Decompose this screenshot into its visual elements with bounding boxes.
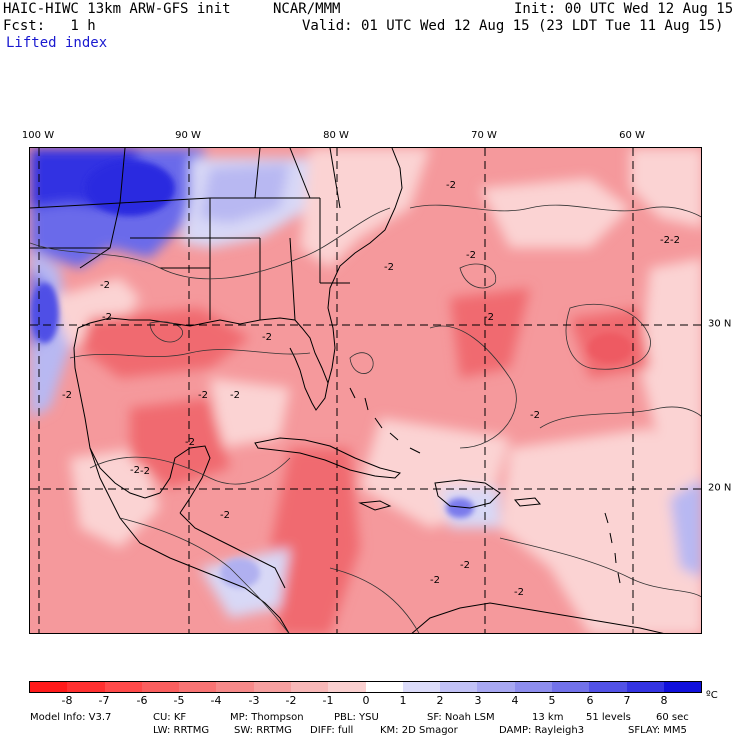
contour-label: -2 [102, 312, 112, 323]
lat-lon-grid [30, 148, 701, 633]
lon-label-80w: 80 W [323, 130, 349, 141]
contour-label: -2 [446, 180, 456, 191]
contour-label: -2 [484, 312, 494, 323]
contour-label: -2 [262, 332, 272, 343]
colorbar-swatch [402, 682, 441, 692]
colorbar [29, 681, 702, 693]
lifted-index-map: -2 -2 -2 -2 -2 -2 -2 -2 -2 -2 -2 -2 -2 -… [29, 147, 702, 634]
contour-label: -2 [100, 280, 110, 291]
lon-label-100w: 100 W [21, 130, 55, 141]
colorbar-swatch [663, 682, 702, 692]
contour-label: -2 [130, 465, 140, 476]
colorbar-swatch [104, 682, 142, 692]
contour-label: -2 [660, 235, 670, 246]
colorbar-label: -2 [285, 694, 297, 707]
organization-label: NCAR/MMM [273, 1, 341, 17]
colorbar-swatch [253, 682, 291, 692]
colorbar-label: -5 [173, 694, 185, 707]
model-info-pbl: PBL: YSU [334, 712, 379, 723]
model-info-km: KM: 2D Smagor [380, 725, 458, 736]
field-name: Lifted index [6, 35, 108, 51]
lon-label-90w: 90 W [175, 130, 201, 141]
colorbar-swatch [141, 682, 180, 692]
colorbar-swatch [328, 682, 366, 692]
colorbar-label: -8 [61, 694, 73, 707]
forecast-hour: Fcst: 1 h [3, 18, 96, 34]
coastlines [30, 148, 664, 633]
colorbar-label: 5 [548, 694, 556, 707]
colorbar-swatch [365, 682, 403, 692]
colorbar-swatch [179, 682, 217, 692]
model-info-sflay: SFLAY: MM5 [628, 725, 687, 736]
model-info-levels: 51 levels [586, 712, 631, 723]
colorbar-label: 1 [399, 694, 407, 707]
model-info-sf: SF: Noah LSM [427, 712, 495, 723]
model-info-version: Model Info: V3.7 [30, 712, 112, 723]
colorbar-swatch [626, 682, 664, 692]
colorbar-swatch [216, 682, 254, 692]
contour-label: -2 [430, 575, 440, 586]
colorbar-swatch [551, 682, 590, 692]
colorbar-swatch [514, 682, 552, 692]
lat-label-30n: 30 N [708, 318, 732, 330]
contour-label: -2 [514, 587, 524, 598]
colorbar-swatch [477, 682, 515, 692]
model-info-cu: CU: KF [153, 712, 187, 723]
contour-label: -2 [530, 410, 540, 421]
contour-label: -2 [220, 510, 230, 521]
model-info-timestep: 60 sec [656, 712, 689, 723]
colorbar-label: 3 [474, 694, 482, 707]
colorbar-label: -7 [98, 694, 110, 707]
colorbar-swatch [440, 682, 478, 692]
colorbar-label: 7 [623, 694, 631, 707]
contour-label: -2 [670, 235, 680, 246]
colorbar-swatch [67, 682, 105, 692]
contours [30, 204, 701, 633]
colorbar-label: 6 [586, 694, 594, 707]
contour-label: -2 [460, 560, 470, 571]
contour-labels: -2 -2 -2 -2 -2 -2 -2 -2 -2 -2 -2 -2 -2 -… [62, 180, 680, 598]
colorbar-label: -1 [322, 694, 334, 707]
contour-label: -2 [62, 390, 72, 401]
colorbar-label: -4 [210, 694, 222, 707]
model-info-sw: SW: RRTMG [234, 725, 292, 736]
map-canvas: -2 -2 -2 -2 -2 -2 -2 -2 -2 -2 -2 -2 -2 -… [30, 148, 701, 633]
contour-label: -2 [140, 466, 150, 477]
colorbar-label: -6 [136, 694, 148, 707]
model-info-damp: DAMP: Rayleigh3 [499, 725, 585, 736]
lat-label-20n: 20 N [708, 482, 732, 494]
colorbar-label: -3 [248, 694, 260, 707]
contour-label: -2 [466, 250, 476, 261]
colorbar-label: 2 [436, 694, 444, 707]
init-time: Init: 00 UTC Wed 12 Aug 15 [514, 1, 734, 17]
model-info-resolution: 13 km [532, 712, 564, 723]
colorbar-swatch [290, 682, 329, 692]
contour-label: -2 [185, 437, 195, 448]
model-info-mp: MP: Thompson [230, 712, 304, 723]
contour-label: -2 [198, 390, 208, 401]
model-title: HAIC-HIWC 13km ARW-GFS init [3, 1, 231, 17]
colorbar-swatch [30, 682, 68, 692]
colorbar-label: 0 [362, 694, 370, 707]
colorbar-label: 8 [660, 694, 668, 707]
colorbar-swatch [589, 682, 627, 692]
model-info-diff: DIFF: full [310, 725, 354, 736]
contour-label: -2 [230, 390, 240, 401]
contour-label: -2 [384, 262, 394, 273]
model-info-lw: LW: RRTMG [153, 725, 210, 736]
colorbar-label: 4 [511, 694, 519, 707]
lon-label-70w: 70 W [471, 130, 497, 141]
colorbar-unit: ºC [706, 690, 718, 701]
valid-time: Valid: 01 UTC Wed 12 Aug 15 (23 LDT Tue … [302, 18, 724, 34]
lon-label-60w: 60 W [619, 130, 645, 141]
